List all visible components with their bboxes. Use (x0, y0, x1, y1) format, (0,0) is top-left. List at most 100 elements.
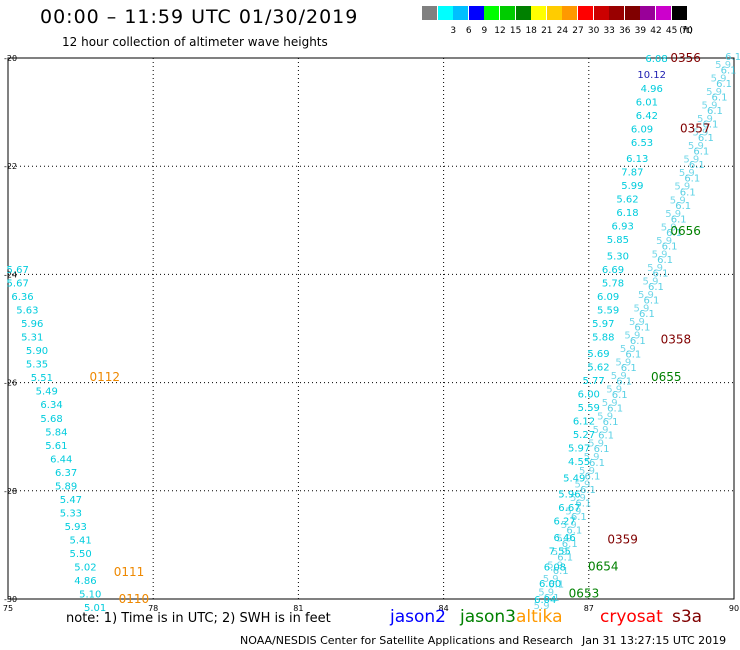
x-tick-label: 90 (729, 604, 739, 613)
y-tick-label: -22 (4, 162, 17, 171)
swath-mark: 6.1 (603, 417, 619, 428)
data-point-label: 5.93 (65, 522, 87, 533)
x-tick-label: 81 (293, 604, 303, 613)
swath-mark: 5.9 (561, 520, 577, 531)
swath-mark: 6.1 (571, 512, 587, 523)
data-point-label: 5.10 (79, 590, 101, 601)
swath-mark: 6.1 (562, 539, 578, 550)
legend-label: 30 (587, 26, 600, 36)
swath-mark: 6.1 (666, 228, 682, 239)
swath-mark: 6.1 (721, 66, 737, 77)
data-point-label: 4.55 (568, 457, 590, 468)
y-tick-label: -30 (4, 595, 17, 604)
chart-title: 00:00 – 11:59 UTC 01/30/2019 (40, 6, 359, 28)
legend-label: 27 (572, 26, 584, 36)
legend-label: 15 (509, 26, 522, 36)
data-point-label: 5.47 (60, 495, 82, 506)
legend-label: 6 (465, 26, 472, 36)
data-point-label: 5.61 (45, 441, 67, 452)
legend-label: 36 (619, 26, 631, 36)
data-point-label: 5.68 (40, 414, 62, 425)
swath-mark: 6.1 (639, 309, 655, 320)
data-point-label: 4.96 (641, 84, 663, 95)
data-point-label: 5.62 (587, 362, 609, 373)
legend-label: 33 (603, 26, 615, 36)
swath-mark: 6.1 (657, 255, 673, 266)
legend-label: 18 (525, 26, 537, 36)
data-point-label: 6.53 (631, 138, 653, 149)
data-point-label: 5.41 (69, 535, 91, 546)
data-point-label: 5.59 (597, 306, 619, 317)
swath-mark: 6.1 (712, 93, 728, 104)
swath-mark: 6.1 (716, 79, 732, 90)
swath-mark: 6.1 (616, 377, 632, 388)
swath-mark: 6.1 (598, 431, 614, 442)
data-point-label: 5.67 (7, 279, 29, 290)
swath-mark: 5.9 (629, 317, 645, 328)
swath-mark: 5.9 (697, 114, 713, 125)
x-tick-label: 84 (439, 604, 449, 613)
legend-swatch (656, 6, 671, 20)
swath-mark: 5.9 (674, 182, 690, 193)
data-point-label: 6.69 (602, 265, 624, 276)
swath-mark: 5.9 (692, 128, 708, 139)
time-label: 0358 (661, 332, 692, 346)
legend-label: 9 (481, 26, 488, 36)
legend-label: 45 (665, 26, 678, 36)
legend-swatch (640, 6, 656, 20)
swath-mark: 5.9 (702, 101, 718, 112)
data-point-label: 5.99 (621, 181, 643, 192)
data-point-label: 5.33 (60, 508, 82, 519)
swath-mark: 5.9 (711, 74, 727, 85)
swath-mark: 6.1 (548, 579, 564, 590)
legend-jason3: jason3 (460, 607, 516, 627)
data-point-label: 5.31 (21, 333, 43, 344)
swath-mark: 5.9 (715, 60, 731, 71)
data-point-label: 5.96 (558, 490, 580, 501)
legend-swatch (468, 6, 484, 20)
data-point-label: 5.89 (55, 481, 77, 492)
swath-mark: 5.9 (643, 276, 659, 287)
swath-mark: 5.9 (647, 263, 663, 274)
swath-mark: 5.9 (656, 236, 672, 247)
swath-mark: 5.9 (683, 155, 699, 166)
time-label: 0656 (670, 224, 701, 238)
time-label: 0110 (119, 592, 150, 606)
data-point-label: 6.44 (50, 454, 72, 465)
swath-mark: 6.1 (725, 52, 740, 63)
data-point-label: 5.49 (36, 387, 58, 398)
swath-mark: 6.1 (557, 552, 573, 563)
legend-swatch (500, 6, 515, 20)
data-point-label: 5.90 (26, 346, 48, 357)
swath-mark: 6.1 (684, 174, 700, 185)
swath-mark: 5.9 (606, 385, 622, 396)
legend-altika: altika (516, 607, 563, 627)
swath-mark: 6.1 (689, 160, 705, 171)
data-point-label: 6.01 (636, 97, 658, 108)
swath-mark: 5.9 (556, 533, 572, 544)
data-point-label: 5.96 (21, 319, 43, 330)
swath-mark: 5.9 (597, 412, 613, 423)
legend-label: 70 (681, 26, 693, 36)
swath-mark: 6.1 (698, 133, 714, 144)
generated-timestamp: Jan 31 13:27:15 UTC 2019 (582, 634, 727, 647)
swath-mark: 5.9 (688, 141, 704, 152)
data-point-label: 5.30 (607, 251, 629, 262)
data-point-label: 5.97 (568, 444, 590, 455)
legend-label: 39 (634, 26, 647, 36)
data-point-label: 5.50 (69, 549, 91, 560)
data-point-label: 5.27 (573, 430, 595, 441)
swath-mark: 5.9 (638, 290, 654, 301)
legend-swatch (671, 6, 687, 20)
y-tick-label: -20 (4, 54, 17, 63)
data-point-label: 5.59 (578, 403, 600, 414)
swath-mark: 5.9 (534, 601, 550, 612)
plot-frame (7, 57, 735, 600)
data-point-label: 6.00 (539, 579, 561, 590)
data-point-label: 6.93 (612, 222, 634, 233)
swath-mark: 6.1 (707, 106, 723, 117)
swath-mark: 6.1 (580, 485, 596, 496)
x-tick-label: 75 (3, 604, 13, 613)
swath-mark: 6.1 (643, 295, 659, 306)
